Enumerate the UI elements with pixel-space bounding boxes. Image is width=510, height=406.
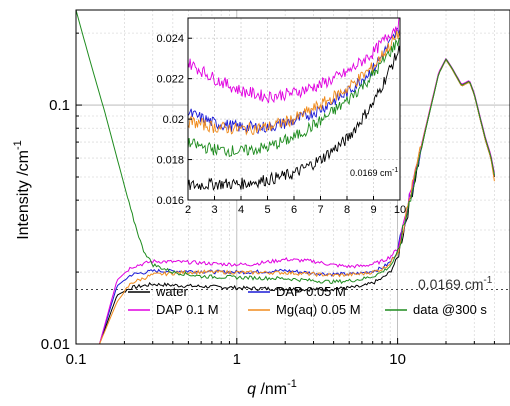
legend: water DAP 0.05 M DAP 0.1 M Mg(aq) 0.05 M dat…	[128, 284, 487, 317]
inset-y-tick-label: 0.018	[156, 155, 184, 167]
inset-x-tick-label: 3	[211, 204, 217, 216]
x-axis-label: q /nm-1	[247, 378, 297, 398]
inset-series-line-data-300-s	[187, 37, 401, 158]
inset-x-tick-label: 5	[264, 204, 270, 216]
inset-series-line-mg-aq-0-05-m	[187, 29, 401, 136]
inset-y-tick-label: 0.016	[156, 195, 184, 207]
legend-label-mg-aq-0-05-m: Mg(aq) 0.05 M	[276, 302, 361, 317]
inset-x-tick-label: 9	[370, 204, 376, 216]
inset-x-tick-label: 4	[238, 204, 244, 216]
main-axis-ticks: 0.1 1 100.010.1	[41, 32, 510, 368]
legend-label-dap-0-05-m: DAP 0.05 M	[276, 284, 346, 299]
legend-label-data-300-s: data @300 s	[413, 302, 487, 317]
inset-annotation: 0.0169 cm-1	[350, 167, 398, 178]
inset-series-line-dap-0-1-m	[187, 17, 401, 104]
y-tick-label: 0.01	[41, 336, 70, 353]
inset-axis-ticks: 2 3 4 5 6 7 8 9 10 0.016 0.018 0.02 0.022 0.024	[156, 33, 406, 216]
inset-y-tick-label: 0.02	[163, 114, 184, 126]
legend-label-water: water	[155, 284, 188, 299]
legend-label-dap-0-1-m: DAP 0.1 M	[156, 302, 219, 317]
inset-x-tick-label: 6	[291, 204, 297, 216]
y-axis-label: Intensity /cm-1	[12, 140, 32, 240]
series-line-data-300-s	[75, 9, 495, 285]
inset-x-tick-label: 8	[344, 204, 350, 216]
main-series-layer	[75, 9, 495, 345]
inset-background	[188, 18, 400, 200]
reference-line-label: 0.0169 cm-1	[418, 275, 493, 292]
x-tick-label: 10	[389, 351, 406, 368]
x-tick-label: 1	[233, 351, 241, 368]
y-tick-label: 0.1	[49, 97, 70, 114]
inset-series-layer	[187, 17, 401, 191]
inset-x-tick-label: 10	[394, 204, 406, 216]
inset-y-tick-label: 0.024	[156, 33, 184, 45]
inset-series-line-water	[187, 45, 401, 191]
inset-x-tick-label: 2	[185, 204, 191, 216]
x-tick-label: 0.1	[66, 351, 87, 368]
inset-x-tick-label: 7	[317, 204, 323, 216]
inset-y-tick-label: 0.022	[156, 74, 184, 86]
